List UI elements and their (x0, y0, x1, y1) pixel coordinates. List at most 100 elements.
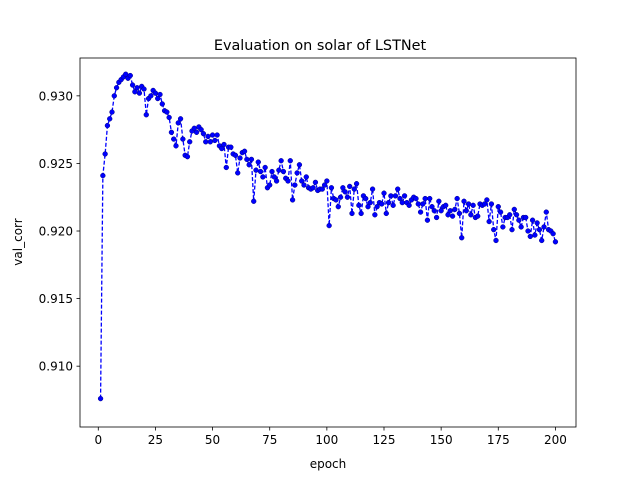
data-point (136, 90, 143, 96)
data-point (173, 143, 179, 149)
chart-title: Evaluation on solar of LSTNet (214, 38, 427, 54)
data-point (141, 86, 147, 92)
data-point (148, 93, 154, 99)
data-point (273, 178, 280, 184)
data-point (344, 194, 351, 200)
plot-background (80, 58, 576, 427)
data-point (534, 220, 540, 226)
data-point (223, 164, 229, 171)
data-point (294, 170, 300, 176)
data-point (431, 208, 437, 214)
data-point (388, 193, 394, 199)
data-point (507, 212, 513, 218)
data-point (232, 152, 239, 158)
data-point (541, 224, 547, 230)
data-point (463, 208, 469, 214)
data-point (456, 210, 463, 217)
data-point (349, 210, 355, 217)
data-point (385, 199, 392, 206)
y-tick-label: 0.925 (39, 157, 73, 171)
data-point (193, 129, 200, 135)
data-point (299, 178, 305, 184)
data-point (493, 237, 499, 244)
x-tick-label: 75 (262, 433, 277, 447)
data-point (296, 162, 303, 168)
y-axis-label: val_corr (11, 218, 25, 265)
data-point (180, 136, 186, 142)
x-tick-label: 200 (544, 433, 567, 447)
data-point (454, 195, 460, 202)
data-point (337, 194, 344, 200)
data-point (109, 109, 115, 115)
data-point (459, 235, 465, 241)
data-point (536, 227, 543, 233)
data-point (470, 202, 476, 208)
data-point (113, 85, 120, 91)
data-point (500, 224, 506, 230)
data-point (340, 185, 346, 191)
data-point (509, 227, 515, 233)
data-point (415, 201, 421, 207)
data-point (475, 213, 481, 219)
data-point (312, 179, 319, 186)
y-axis: 0.910 0.915 0.920 0.925 0.930 (39, 89, 80, 374)
data-point (401, 193, 408, 199)
data-point (212, 137, 218, 144)
data-point (447, 208, 453, 214)
data-point (310, 185, 316, 191)
data-point (497, 209, 504, 215)
data-point (367, 199, 373, 206)
data-point (488, 201, 495, 207)
data-point (244, 156, 250, 163)
data-point (465, 201, 472, 207)
x-tick-label: 150 (430, 433, 453, 447)
data-point (287, 158, 293, 164)
data-point (175, 120, 181, 126)
data-point (369, 186, 376, 192)
y-tick-label: 0.920 (39, 225, 73, 239)
data-point (237, 155, 243, 161)
data-point (187, 139, 193, 145)
data-point (285, 178, 291, 184)
data-point (127, 72, 133, 79)
data-point (171, 136, 177, 142)
y-tick-label: 0.910 (39, 360, 73, 374)
y-tick-label: 0.930 (39, 89, 73, 103)
data-point (417, 209, 424, 215)
data-point (383, 210, 389, 217)
data-point (260, 174, 266, 180)
data-point (552, 239, 559, 245)
data-point (381, 190, 387, 196)
data-point (205, 133, 211, 140)
data-point (397, 195, 403, 202)
x-axis-label: epoch (310, 457, 347, 471)
data-point (251, 198, 257, 204)
data-point (207, 139, 213, 145)
data-point (319, 186, 325, 192)
data-point (326, 222, 332, 229)
data-point (219, 145, 225, 152)
data-point (102, 151, 108, 157)
data-point (184, 154, 191, 160)
data-point (422, 195, 428, 202)
data-point (358, 210, 364, 217)
data-point (198, 126, 204, 133)
marker-layer (97, 71, 559, 402)
data-point (333, 197, 339, 203)
data-point (392, 193, 399, 199)
data-point (452, 206, 458, 213)
plot-frame (79, 57, 577, 428)
data-point (516, 217, 522, 223)
data-point (427, 195, 433, 202)
data-point (214, 132, 220, 138)
data-point (292, 182, 298, 188)
data-point (481, 201, 488, 207)
x-axis: 0 25 50 75 100 125 150 175 200 (94, 427, 567, 447)
data-point (246, 162, 252, 168)
data-point (374, 204, 380, 210)
data-point (372, 212, 378, 218)
x-tick-label: 50 (205, 433, 220, 447)
data-point (269, 168, 275, 175)
data-point (543, 209, 549, 215)
data-point (513, 212, 520, 218)
